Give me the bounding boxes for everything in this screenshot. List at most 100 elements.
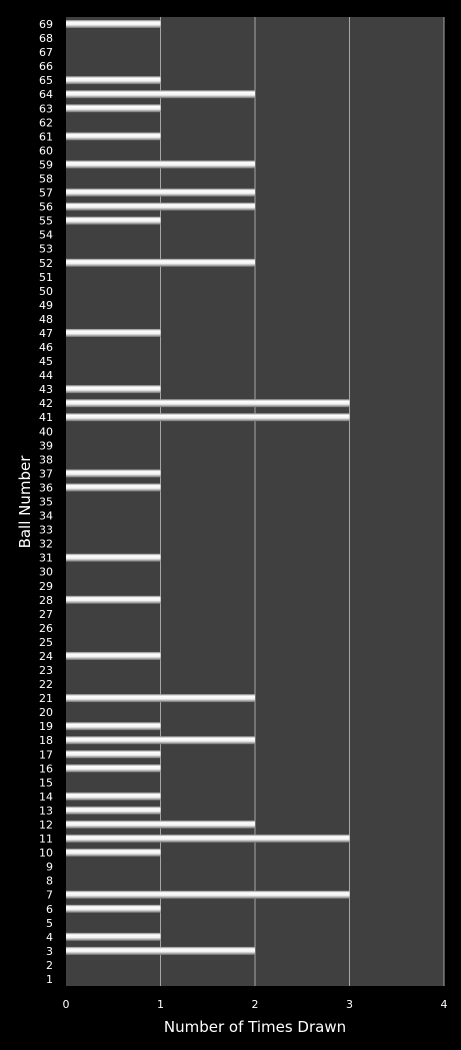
- y-tick-label: 65: [39, 74, 53, 87]
- bar: [66, 694, 255, 703]
- y-tick-label: 4: [46, 931, 53, 944]
- y-tick-label: 33: [39, 524, 53, 537]
- bar: [66, 216, 161, 225]
- bar: [66, 764, 161, 773]
- bar: [66, 104, 161, 113]
- y-tick-label: 30: [39, 566, 53, 579]
- y-tick-label: 34: [39, 510, 53, 523]
- y-tick-label: 42: [39, 397, 53, 410]
- y-tick-label: 53: [39, 243, 53, 256]
- bar: [66, 932, 161, 941]
- y-tick-label: 69: [39, 18, 53, 31]
- bar: [66, 890, 350, 899]
- y-tick-label: 27: [39, 608, 53, 621]
- y-tick-label: 37: [39, 467, 53, 480]
- y-tick-label: 52: [39, 257, 53, 270]
- y-tick-label: 29: [39, 580, 53, 593]
- y-tick-labels: 1234567891011121314151617181920212223242…: [39, 18, 53, 986]
- bar: [66, 132, 161, 141]
- x-axis-title: Number of Times Drawn: [164, 1018, 346, 1036]
- bar: [66, 736, 255, 745]
- y-tick-label: 16: [39, 762, 53, 775]
- y-tick-label: 61: [39, 130, 53, 143]
- y-tick-label: 54: [39, 229, 53, 242]
- bar: [66, 413, 350, 422]
- y-tick-label: 31: [39, 552, 53, 565]
- bar: [66, 651, 161, 660]
- y-tick-label: 49: [39, 299, 53, 312]
- y-tick-label: 15: [39, 776, 53, 789]
- y-tick-label: 55: [39, 215, 53, 228]
- y-tick-label: 12: [39, 819, 53, 832]
- bar: [66, 258, 255, 267]
- y-tick-label: 50: [39, 285, 53, 298]
- y-tick-label: 56: [39, 201, 53, 214]
- y-tick-label: 68: [39, 32, 53, 45]
- x-tick-label: 4: [441, 998, 448, 1011]
- y-tick-label: 59: [39, 158, 53, 171]
- bar: [66, 90, 255, 99]
- bar: [66, 722, 161, 731]
- bar: [66, 848, 161, 857]
- y-tick-label: 5: [46, 917, 53, 930]
- y-tick-label: 32: [39, 538, 53, 551]
- y-tick-label: 64: [39, 88, 53, 101]
- bar: [66, 160, 255, 169]
- bar: [66, 20, 161, 29]
- y-tick-label: 26: [39, 622, 53, 635]
- y-tick-label: 57: [39, 187, 53, 200]
- bar: [66, 399, 350, 408]
- y-tick-label: 48: [39, 313, 53, 326]
- y-tick-label: 25: [39, 636, 53, 649]
- x-tick-label: 2: [252, 998, 259, 1011]
- bar: [66, 328, 161, 337]
- y-tick-label: 67: [39, 46, 53, 59]
- y-tick-label: 1: [46, 973, 53, 986]
- y-tick-label: 19: [39, 720, 53, 733]
- y-tick-label: 21: [39, 692, 53, 705]
- y-tick-label: 28: [39, 594, 53, 607]
- bar: [66, 904, 161, 913]
- bar: [66, 483, 161, 492]
- x-tick-label: 1: [157, 998, 164, 1011]
- y-tick-label: 51: [39, 271, 53, 284]
- bar: [66, 946, 255, 955]
- y-tick-label: 36: [39, 481, 53, 494]
- y-tick-label: 41: [39, 411, 53, 424]
- bar: [66, 553, 161, 562]
- bar: [66, 792, 161, 801]
- y-tick-label: 11: [39, 833, 53, 846]
- y-tick-label: 8: [46, 875, 53, 888]
- y-tick-label: 47: [39, 327, 53, 340]
- y-tick-label: 23: [39, 664, 53, 677]
- y-tick-label: 45: [39, 355, 53, 368]
- y-tick-label: 10: [39, 847, 53, 860]
- bar: [66, 76, 161, 85]
- y-tick-label: 39: [39, 439, 53, 452]
- bar: [66, 806, 161, 815]
- y-tick-label: 18: [39, 734, 53, 747]
- x-tick-label: 3: [346, 998, 353, 1011]
- y-tick-label: 40: [39, 425, 53, 438]
- bar: [66, 820, 255, 829]
- y-tick-label: 7: [46, 889, 53, 902]
- bar: [66, 595, 161, 604]
- y-tick-label: 58: [39, 173, 53, 186]
- y-tick-label: 60: [39, 144, 53, 157]
- y-tick-label: 24: [39, 650, 53, 663]
- bar: [66, 385, 161, 394]
- y-tick-label: 17: [39, 748, 53, 761]
- y-tick-label: 35: [39, 496, 53, 509]
- y-tick-label: 2: [46, 959, 53, 972]
- bar: [66, 834, 350, 843]
- bar: [66, 469, 161, 478]
- y-tick-label: 9: [46, 861, 53, 874]
- y-tick-label: 66: [39, 60, 53, 73]
- y-tick-label: 43: [39, 383, 53, 396]
- y-tick-label: 62: [39, 116, 53, 129]
- bars: [66, 20, 350, 955]
- y-tick-label: 20: [39, 706, 53, 719]
- y-axis-title: Ball Number: [16, 455, 34, 549]
- x-tick-labels: 0 1 2 3 4: [63, 998, 448, 1011]
- bar: [66, 202, 255, 211]
